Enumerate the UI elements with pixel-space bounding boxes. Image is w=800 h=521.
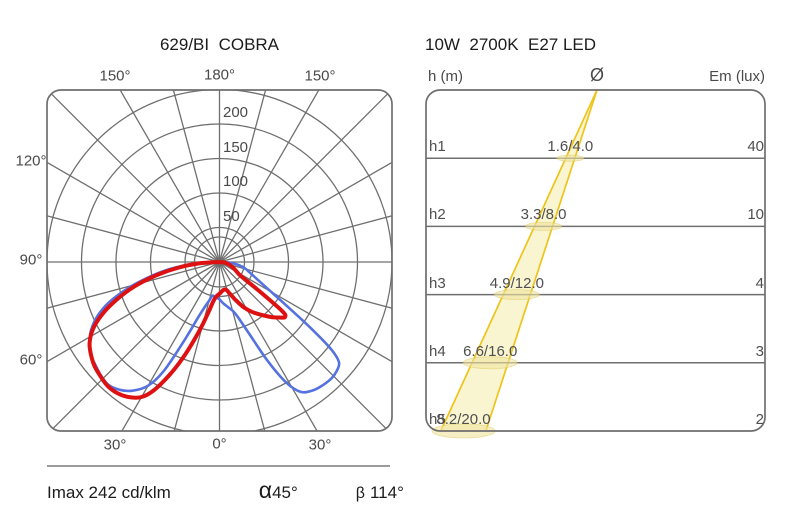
ring-label-150: 150 — [223, 138, 249, 156]
row-h1-diameter-value: 1.6/4.0 — [547, 138, 594, 156]
angle-label-left-1: 90° — [19, 251, 43, 269]
ring-label-50: 50 — [223, 207, 240, 225]
ring-label-100: 100 — [223, 173, 249, 190]
beam-spot-2 — [494, 289, 540, 301]
alpha-angle-value: 45° — [272, 483, 298, 502]
column-header-illuminance: Em (lux) — [709, 68, 765, 85]
angle-label-left-2: 60° — [19, 351, 43, 369]
row-h3-height-label: h3 — [429, 274, 446, 292]
cone-box-border — [425, 89, 766, 432]
angle-label-top-2: 150° — [304, 67, 336, 85]
row-h4-height-label: h4 — [429, 342, 446, 360]
angle-label-left-0: 120° — [15, 152, 47, 170]
angle-label-bottom-2: 30° — [308, 436, 332, 454]
photometric-summary: Imax 242 cd/klm α 45° β 114° — [47, 477, 407, 504]
row-h3-em-value: 4 — [755, 274, 764, 292]
beam-spot-3 — [462, 356, 518, 370]
angle-label-top-0: 150° — [99, 67, 131, 85]
row-h4-em-value: 3 — [755, 342, 764, 360]
polar-box-border — [46, 89, 393, 432]
column-header-diameter-icon: Ø — [589, 65, 604, 85]
row-h4-diameter-value: 6.6/16.0 — [463, 342, 518, 360]
row-h5-diameter-value: 8.2/20.0 — [436, 411, 491, 428]
column-header-height: h (m) — [428, 68, 463, 85]
beam-spot-1 — [525, 221, 562, 231]
height-lines — [426, 157, 765, 364]
row-h1-em-value: 40 — [747, 138, 764, 156]
row-h2-diameter-value: 3.3/8.0 — [520, 206, 567, 224]
curve-plane-C0-C180 — [87, 260, 288, 400]
beta-symbol: β — [355, 485, 365, 502]
beta-angle-value: 114° — [369, 483, 404, 502]
angle-label-bottom-0: 30° — [103, 436, 127, 454]
light-cone — [440, 89, 598, 431]
angle-label-top-1: 180° — [203, 66, 236, 84]
row-h3-diameter-value: 4.9/12.0 — [489, 274, 544, 292]
row-h5-height-label: h5 — [429, 411, 446, 428]
polar-curves — [87, 260, 341, 400]
alpha-symbol: α — [258, 477, 273, 503]
cone-edge-left — [440, 89, 598, 431]
row-h2-em-value: 10 — [747, 206, 764, 224]
beam-spot-0 — [556, 154, 585, 162]
lamp-spec-title: 10W 2700K E27 LED — [425, 35, 597, 54]
ring-label-200: 200 — [223, 104, 249, 121]
angle-label-bottom-1: 0° — [212, 435, 227, 453]
cone-edge-right — [485, 89, 598, 431]
row-h2-height-label: h2 — [429, 206, 446, 224]
polar-chart-title: 629/BI COBRA — [159, 35, 280, 54]
row-h1-height-label: h1 — [429, 138, 446, 156]
row-h5-em-value: 2 — [755, 411, 764, 428]
imax-value: Imax 242 cd/klm — [47, 483, 171, 502]
polar-grid — [47, 90, 392, 431]
